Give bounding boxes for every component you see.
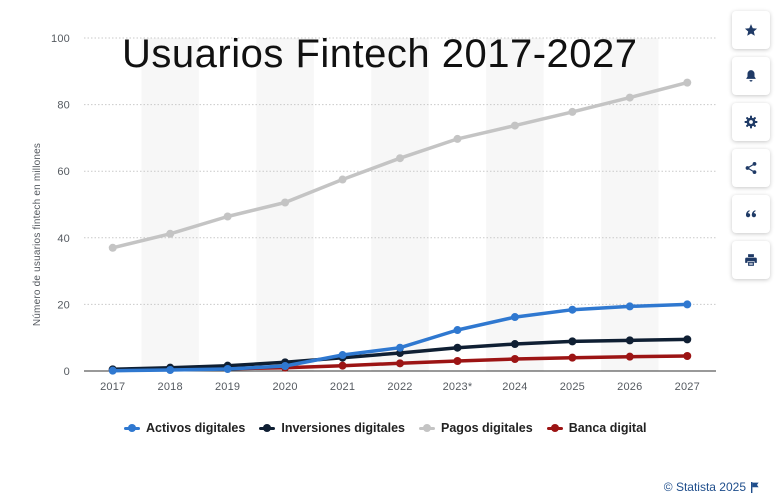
x-tick-label: 2017 — [100, 381, 125, 393]
x-tick-label: 2026 — [617, 381, 642, 393]
legend-label: Pagos digitales — [441, 421, 533, 435]
favorite-button[interactable] — [732, 11, 770, 49]
legend-item-inversiones-digitales[interactable]: Inversiones digitales — [259, 421, 405, 435]
legend-item-activos-digitales[interactable]: Activos digitales — [124, 421, 245, 435]
legend: Activos digitales Inversiones digitales … — [124, 419, 647, 437]
data-point — [625, 336, 634, 345]
data-point — [338, 351, 347, 360]
series-2 — [108, 78, 692, 252]
data-point — [510, 355, 519, 364]
column-band — [371, 38, 429, 371]
data-point — [396, 359, 404, 368]
bell-icon — [746, 70, 756, 82]
legend-label: Inversiones digitales — [281, 421, 406, 435]
data-point — [568, 305, 577, 314]
chart-title: Usuarios Fintech 2017-2027 — [122, 32, 638, 76]
data-point — [683, 78, 692, 87]
x-tick-label: 2022 — [387, 381, 412, 393]
quote-icon — [745, 210, 757, 218]
notification-button[interactable] — [732, 57, 770, 95]
x-tick-label: 2019 — [215, 381, 240, 393]
data-point — [223, 212, 232, 221]
legend-marker — [259, 423, 276, 433]
print-button[interactable] — [732, 241, 770, 279]
share-button[interactable] — [732, 149, 770, 187]
data-point — [683, 352, 692, 361]
data-point — [453, 343, 462, 352]
legend-marker — [419, 423, 436, 433]
share-icon — [745, 162, 757, 174]
x-tick-label: 2027 — [675, 381, 700, 393]
gear-icon — [744, 115, 758, 129]
x-tick-label: 2024 — [502, 381, 527, 393]
data-point — [568, 353, 577, 362]
legend-label: Banca digital — [568, 421, 647, 435]
legend-marker — [546, 423, 563, 433]
column-band — [601, 38, 659, 371]
data-point — [625, 302, 634, 311]
settings-button[interactable] — [732, 103, 770, 141]
data-point — [568, 107, 577, 116]
data-point — [108, 366, 117, 375]
data-point — [281, 198, 290, 207]
data-point — [166, 229, 175, 238]
flag-icon — [751, 481, 759, 493]
data-point — [338, 175, 347, 184]
data-point — [166, 366, 175, 375]
data-point — [453, 357, 462, 366]
y-tick-label: 0 — [64, 366, 70, 378]
data-point — [683, 300, 692, 309]
x-tick-label: 2020 — [272, 381, 297, 393]
data-point — [510, 340, 519, 349]
credit-text: © Statista 2025 — [663, 480, 746, 494]
y-tick-label: 60 — [57, 166, 70, 178]
statista-credit[interactable]: © Statista 2025 — [664, 480, 760, 494]
data-point — [108, 243, 117, 252]
data-point — [338, 361, 347, 370]
legend-item-pagos-digitales[interactable]: Pagos digitales — [419, 421, 533, 435]
data-point — [568, 337, 577, 346]
data-point — [396, 154, 404, 163]
data-point — [683, 335, 692, 344]
y-tick-label: 80 — [57, 100, 70, 112]
y-tick-label: 100 — [51, 33, 70, 45]
legend-marker — [124, 423, 140, 433]
legend-label: Activos digitales — [146, 421, 246, 435]
data-point — [223, 365, 232, 374]
data-point — [453, 326, 462, 335]
star-icon — [744, 24, 758, 36]
print-icon — [745, 254, 757, 266]
data-point — [510, 313, 519, 322]
x-tick-label: 2023* — [443, 381, 473, 393]
y-tick-label: 20 — [57, 299, 70, 311]
data-point — [396, 343, 404, 352]
y-tick-label: 40 — [57, 233, 70, 245]
data-point — [453, 134, 462, 143]
column-band — [141, 38, 199, 371]
y-axis-label: Número de usuarios fintech en millones — [32, 143, 43, 326]
data-point — [625, 352, 634, 361]
x-tick-label: 2025 — [560, 381, 585, 393]
series-0 — [108, 300, 692, 375]
legend-item-banca-digital[interactable]: Banca digital — [546, 421, 647, 435]
data-point — [625, 93, 634, 102]
x-tick-label: 2021 — [330, 381, 355, 393]
x-tick-label: 2018 — [158, 381, 183, 393]
data-point — [510, 121, 519, 130]
data-point — [281, 362, 290, 371]
chart-toolbar — [732, 11, 772, 287]
cite-button[interactable] — [732, 195, 770, 233]
